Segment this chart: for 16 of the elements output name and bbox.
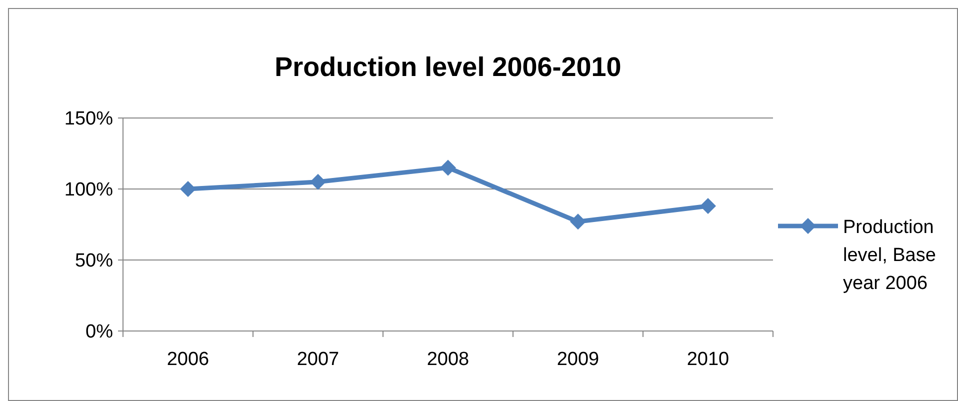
x-tick-label: 2009	[556, 349, 600, 370]
chart-title: Production level 2006-2010	[274, 52, 622, 82]
x-tick-label: 2007	[296, 349, 340, 370]
point	[700, 198, 716, 214]
y-tick-label: 50%	[74, 250, 114, 272]
legend-label: Production level, Base year 2006	[843, 217, 936, 294]
y-tick-label: 150%	[64, 108, 114, 130]
y-tick-label: 0%	[86, 322, 114, 343]
x-tick-label: 2008	[426, 349, 470, 370]
point	[570, 214, 586, 230]
point	[180, 181, 196, 197]
point	[440, 160, 456, 176]
x-tick-label: 2010	[686, 349, 730, 370]
y-tick-label: 100%	[64, 180, 114, 201]
point	[310, 174, 326, 190]
x-tick-label: 2006	[166, 349, 210, 370]
